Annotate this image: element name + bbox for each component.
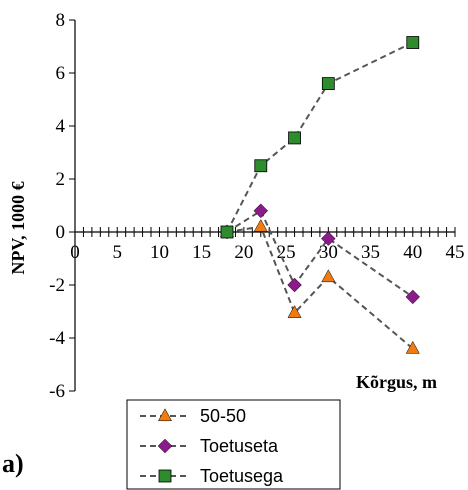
legend-item: Toetuseta bbox=[140, 436, 279, 456]
square-marker bbox=[158, 469, 172, 483]
triangle-marker bbox=[405, 340, 420, 354]
square-marker bbox=[288, 131, 301, 145]
y-axis-ticks: -6 -4 -2 0 2 4 6 8 bbox=[49, 10, 75, 402]
y-tick-label: 2 bbox=[56, 169, 66, 190]
x-tick-label: 45 bbox=[446, 242, 465, 263]
series-line bbox=[226, 41, 414, 233]
panel-label: a) bbox=[2, 449, 24, 478]
diamond-marker bbox=[253, 203, 269, 219]
triangle-marker bbox=[287, 305, 302, 318]
y-tick-label: 4 bbox=[56, 116, 66, 137]
y-tick-label: 6 bbox=[56, 63, 66, 84]
series-toetusega bbox=[220, 36, 420, 239]
diamond-marker bbox=[405, 289, 421, 305]
x-tick-label: 10 bbox=[150, 242, 169, 263]
series-50-50 bbox=[219, 218, 420, 354]
diamond-marker bbox=[157, 438, 173, 454]
x-tick-label: 20 bbox=[234, 242, 253, 263]
x-tick-label: 5 bbox=[112, 242, 122, 263]
x-tick-label: 35 bbox=[361, 242, 380, 263]
y-tick-label: -2 bbox=[49, 275, 65, 296]
y-tick-label: -6 bbox=[49, 381, 65, 402]
x-tick-label: 30 bbox=[319, 242, 338, 263]
square-marker bbox=[254, 159, 268, 173]
square-marker bbox=[321, 77, 335, 90]
square-marker bbox=[220, 225, 234, 239]
x-axis-title: Kõrgus, m bbox=[356, 372, 437, 392]
triangle-marker bbox=[321, 269, 336, 283]
y-tick-label: -4 bbox=[49, 328, 65, 349]
y-tick-label: 8 bbox=[56, 10, 66, 31]
x-tick-label: 40 bbox=[403, 242, 422, 263]
diamond-marker bbox=[287, 277, 302, 293]
series-layer bbox=[219, 36, 421, 354]
legend-item: Toetusega bbox=[140, 466, 284, 486]
triangle-marker bbox=[157, 408, 173, 422]
series-line bbox=[226, 225, 414, 350]
diamond-marker bbox=[321, 231, 336, 246]
triangle-marker bbox=[253, 218, 268, 232]
legend-label: 50-50 bbox=[200, 406, 246, 426]
x-tick-label: 15 bbox=[192, 242, 211, 263]
legend-label: Toetuseta bbox=[200, 436, 279, 456]
legend: 50-50 Toetuseta Toetusega bbox=[126, 399, 341, 490]
legend-label: Toetusega bbox=[200, 466, 284, 486]
square-marker bbox=[406, 36, 420, 49]
y-axis-title: NPV, 1000 € bbox=[8, 181, 28, 274]
legend-item: 50-50 bbox=[140, 406, 246, 426]
y-tick-label: 0 bbox=[56, 222, 66, 243]
